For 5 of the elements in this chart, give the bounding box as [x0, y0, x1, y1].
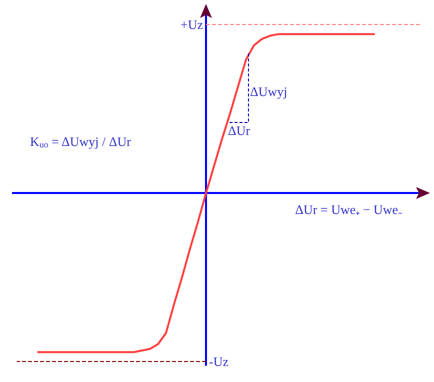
- x-axis-title: ΔUr = Uwe₊ − Uwe₋: [295, 202, 402, 218]
- ref-line-label: -Uz: [209, 354, 229, 370]
- ref-line-label: +Uz: [180, 17, 204, 32]
- annotation: ΔUr: [228, 123, 251, 138]
- annotation: ΔUwyj: [250, 84, 288, 99]
